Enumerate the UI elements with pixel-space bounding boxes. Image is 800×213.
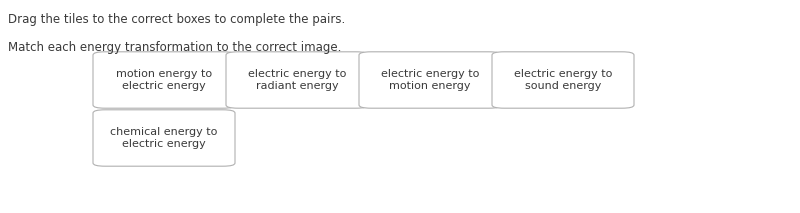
Text: electric energy to
radiant energy: electric energy to radiant energy xyxy=(248,69,346,91)
FancyBboxPatch shape xyxy=(93,52,235,108)
Text: electric energy to
motion energy: electric energy to motion energy xyxy=(381,69,479,91)
FancyBboxPatch shape xyxy=(93,110,235,166)
Text: chemical energy to
electric energy: chemical energy to electric energy xyxy=(110,127,218,149)
FancyBboxPatch shape xyxy=(359,52,501,108)
Text: electric energy to
sound energy: electric energy to sound energy xyxy=(514,69,612,91)
Text: Match each energy transformation to the correct image.: Match each energy transformation to the … xyxy=(8,41,342,54)
Text: motion energy to
electric energy: motion energy to electric energy xyxy=(116,69,212,91)
FancyBboxPatch shape xyxy=(492,52,634,108)
Text: Drag the tiles to the correct boxes to complete the pairs.: Drag the tiles to the correct boxes to c… xyxy=(8,13,346,26)
FancyBboxPatch shape xyxy=(226,52,368,108)
